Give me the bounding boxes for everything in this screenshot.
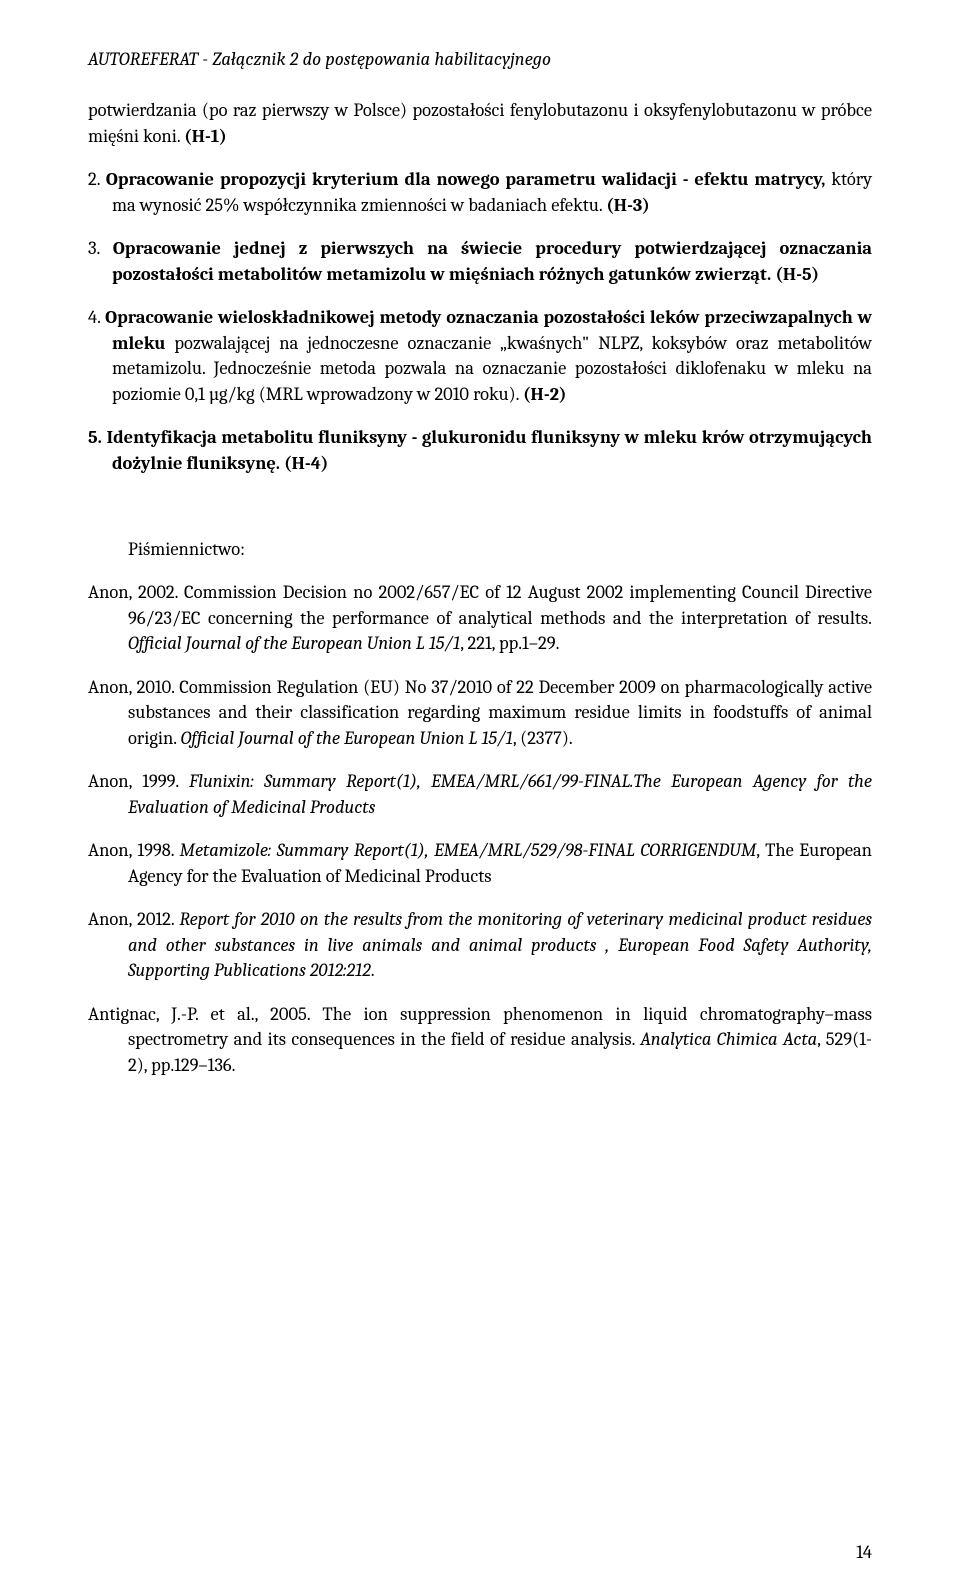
section-gap	[88, 494, 872, 538]
references-heading: Piśmiennictwo:	[128, 538, 872, 560]
item-bold-text: Identyfikacja metabolitu fluniksyny - gl…	[106, 426, 872, 474]
item-bold-text: Opracowanie propozycji kryterium dla now…	[106, 168, 826, 190]
ref-text: Anon, 2012.	[88, 908, 179, 930]
item-number: 3.	[88, 237, 113, 259]
reference-item: Anon, 1999. Flunixin: Summary Report(1),…	[88, 769, 872, 820]
ref-tail: , (2377).	[513, 727, 573, 749]
item-number: 4.	[88, 306, 105, 328]
item-text: pozwalającej na jednoczesne oznaczanie „…	[112, 332, 872, 405]
list-item-2: 2. Opracowanie propozycji kryterium dla …	[88, 167, 872, 218]
page-container: AUTOREFERAT - Załącznik 2 do postępowani…	[0, 0, 960, 1581]
item-ref: (H-2)	[523, 383, 567, 405]
list-item-4: 4. Opracowanie wieloskładnikowej metody …	[88, 305, 872, 407]
ref-text: Anon, 1998.	[88, 839, 180, 861]
reference-item: Anon, 1998. Metamizole: Summary Report(1…	[88, 838, 872, 889]
item-number: 2.	[88, 168, 106, 190]
intro-ref: (H-1)	[184, 125, 227, 147]
reference-item: Anon, 2010. Commission Regulation (EU) N…	[88, 675, 872, 752]
ref-italic: Flunixin: Summary Report(1), EMEA/MRL/66…	[128, 770, 872, 818]
ref-italic: Official Journal of the European Union L…	[128, 632, 460, 654]
intro-paragraph: potwierdzania (po raz pierwszy w Polsce)…	[88, 98, 872, 149]
ref-text: Anon, 1999.	[88, 770, 189, 792]
list-item-5: 5. Identyfikacja metabolitu fluniksyny -…	[88, 425, 872, 476]
reference-item: Anon, 2002. Commission Decision no 2002/…	[88, 580, 872, 657]
ref-italic: Analytica Chimica Acta	[640, 1028, 817, 1050]
ref-italic: Official Journal of the European Union L…	[181, 727, 513, 749]
list-item-3: 3. Opracowanie jednej z pierwszych na św…	[88, 236, 872, 287]
running-header: AUTOREFERAT - Załącznik 2 do postępowani…	[88, 48, 872, 70]
reference-item: Antignac, J.-P. et al., 2005. The ion su…	[88, 1002, 872, 1079]
ref-tail: , 221, pp.1–29.	[460, 632, 559, 654]
ref-text: Anon, 2002. Commission Decision no 2002/…	[88, 581, 872, 629]
ref-italic: Metamizole: Summary Report(1), EMEA/MRL/…	[180, 839, 757, 861]
item-bold-text: Opracowanie jednej z pierwszych na świec…	[112, 237, 872, 285]
page-number: 14	[856, 1541, 872, 1563]
item-ref: (H-3)	[606, 194, 650, 216]
ref-tail: .	[371, 959, 375, 981]
item-number: 5.	[88, 426, 106, 448]
reference-item: Anon, 2012. Report for 2010 on the resul…	[88, 907, 872, 984]
ref-italic: Report for 2010 on the results from the …	[128, 908, 872, 981]
